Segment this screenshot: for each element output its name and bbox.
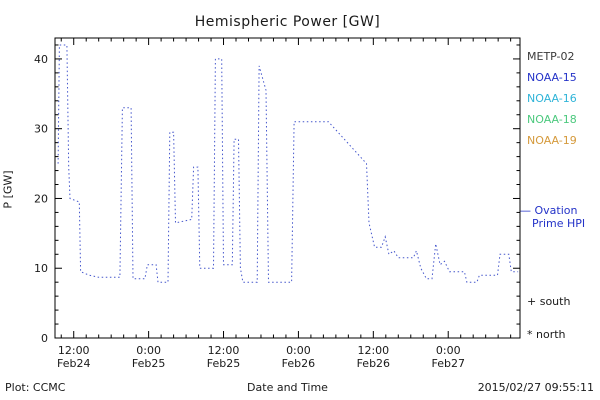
ovation-legend-line1: — Ovation xyxy=(520,204,578,217)
legend-item-noaa19: NOAA-19 xyxy=(527,134,577,147)
x-axis-label: Date and Time xyxy=(247,381,328,394)
x-tick-date-label: Feb27 xyxy=(431,357,464,370)
y-tick-label: 0 xyxy=(41,332,48,345)
south-marker-label: + south xyxy=(527,295,571,308)
y-tick-label: 10 xyxy=(34,262,48,275)
north-marker-label: * north xyxy=(527,328,566,341)
satellite-legend: METP-02 NOAA-15 NOAA-16 NOAA-18 NOAA-19 xyxy=(527,46,577,151)
y-tick-label: 40 xyxy=(34,53,48,66)
x-tick-time-label: 12:00 xyxy=(58,344,90,357)
legend-item-metp02: METP-02 xyxy=(527,50,575,63)
x-tick-date-label: Feb26 xyxy=(282,357,315,370)
legend-item-noaa18: NOAA-18 xyxy=(527,113,577,126)
y-tick-label: 30 xyxy=(34,123,48,136)
chart-title: Hemispheric Power [GW] xyxy=(194,14,381,30)
x-tick-time-label: 12:00 xyxy=(208,344,240,357)
x-tick-date-label: Feb26 xyxy=(357,357,390,370)
timestamp: 2015/02/27 09:55:11 xyxy=(477,381,594,394)
legend-item-noaa15: NOAA-15 xyxy=(527,71,577,84)
x-tick-time-label: 0:00 xyxy=(286,344,311,357)
x-tick-time-label: 0:00 xyxy=(436,344,461,357)
x-tick-time-label: 12:00 xyxy=(357,344,389,357)
ovation-legend-line2: Prime HPI xyxy=(532,217,586,230)
x-tick-date-label: Feb25 xyxy=(132,357,165,370)
x-tick-date-label: Feb25 xyxy=(207,357,240,370)
plot-credit: Plot: CCMC xyxy=(5,381,66,394)
x-tick-time-label: 0:00 xyxy=(136,344,161,357)
ovation-legend: — Ovation Prime HPI xyxy=(520,204,585,230)
legend-item-noaa16: NOAA-16 xyxy=(527,92,577,105)
hpi-data-trace xyxy=(57,44,519,283)
y-tick-label: 20 xyxy=(34,192,48,205)
x-tick-date-label: Feb24 xyxy=(57,357,90,370)
plot-frame xyxy=(54,37,521,339)
